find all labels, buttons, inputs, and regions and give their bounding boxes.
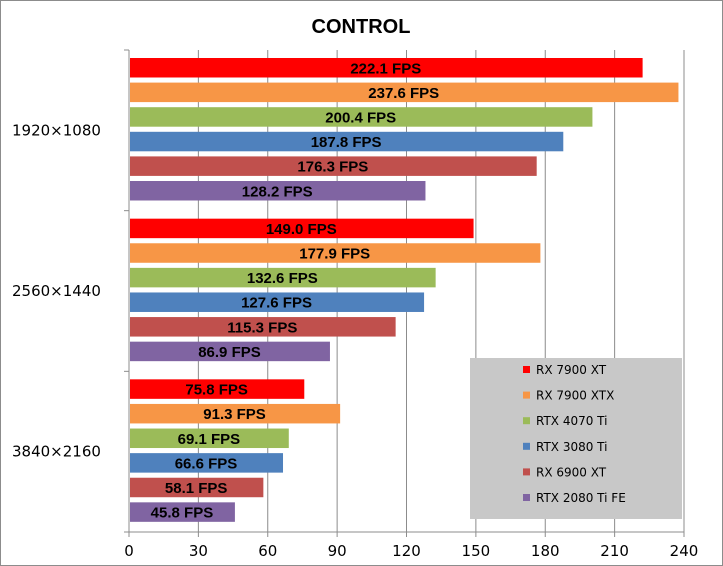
category-label: 2560×1440 <box>12 282 101 300</box>
legend-swatch <box>523 366 530 373</box>
legend-label: RTX 3080 Ti <box>536 440 607 454</box>
legend-swatch <box>523 417 530 425</box>
legend-label: RX 7900 XT <box>536 363 607 377</box>
data-label: 132.6 FPS <box>247 270 318 287</box>
bar <box>130 292 425 312</box>
legend-swatch <box>523 494 530 501</box>
data-label: 177.9 FPS <box>299 246 370 263</box>
legend-label: RX 7900 XTX <box>536 389 614 403</box>
bar <box>130 379 305 399</box>
x-tick-label: 240 <box>670 542 699 560</box>
bars <box>130 58 679 522</box>
x-tick-label: 90 <box>328 542 347 560</box>
x-tick-label: 120 <box>392 542 421 560</box>
bar <box>130 58 643 78</box>
data-label: 69.1 FPS <box>178 431 241 448</box>
legend-label: RTX 4070 Ti <box>536 414 607 428</box>
category-label: 3840×2160 <box>12 443 101 461</box>
data-labels: 222.1 FPS 237.6 FPS 200.4 FPS 187.8 FPS 176.… <box>151 60 439 521</box>
data-label: 91.3 FPS <box>203 406 266 423</box>
bar <box>130 403 341 424</box>
data-label: 187.8 FPS <box>311 134 382 151</box>
data-label: 86.9 FPS <box>198 344 261 361</box>
data-label: 75.8 FPS <box>185 382 248 399</box>
legend-swatch <box>523 442 530 450</box>
data-label: 149.0 FPS <box>266 221 337 238</box>
category-label: 1920×1080 <box>12 121 101 139</box>
data-label: 128.2 FPS <box>242 183 313 200</box>
legend-label: RX 6900 XT <box>536 465 607 479</box>
legend-swatch <box>523 468 530 476</box>
bar <box>130 267 436 288</box>
axes: 0 30 60 90 120 150 180 210 240 1920×1080 2560×1440… <box>12 49 699 560</box>
chart-title: CONTROL <box>312 16 411 38</box>
bar <box>130 243 541 263</box>
x-tick-label: 60 <box>258 542 277 560</box>
data-label: 45.8 FPS <box>151 505 214 522</box>
bar <box>130 428 289 449</box>
bar <box>130 181 426 201</box>
x-tick-label: 210 <box>600 542 629 560</box>
data-label: 58.1 FPS <box>165 480 228 497</box>
data-label: 176.3 FPS <box>297 159 368 176</box>
bar <box>130 502 235 522</box>
bar <box>130 453 284 473</box>
bar <box>130 131 564 152</box>
legend-swatch <box>523 391 530 399</box>
bar <box>130 156 537 176</box>
bar <box>130 317 396 337</box>
bar <box>130 82 679 103</box>
data-label: 127.6 FPS <box>241 295 312 312</box>
legend: RX 7900 XT RX 7900 XTX RTX 4070 Ti RTX 3080… <box>470 358 682 519</box>
data-label: 222.1 FPS <box>350 60 421 77</box>
legend-label: RTX 2080 Ti FE <box>536 491 626 505</box>
x-tick-label: 30 <box>189 542 208 560</box>
bar <box>130 477 264 498</box>
x-tick-label: 150 <box>462 542 491 560</box>
data-label: 200.4 FPS <box>325 109 396 126</box>
bar <box>130 218 474 239</box>
data-label: 237.6 FPS <box>368 85 439 102</box>
bar <box>130 107 593 127</box>
legend-box <box>470 358 682 519</box>
data-label: 115.3 FPS <box>227 319 297 336</box>
data-label: 66.6 FPS <box>175 455 238 472</box>
x-tick-label: 0 <box>124 542 134 560</box>
bar <box>130 341 330 362</box>
x-tick-label: 180 <box>531 542 560 560</box>
